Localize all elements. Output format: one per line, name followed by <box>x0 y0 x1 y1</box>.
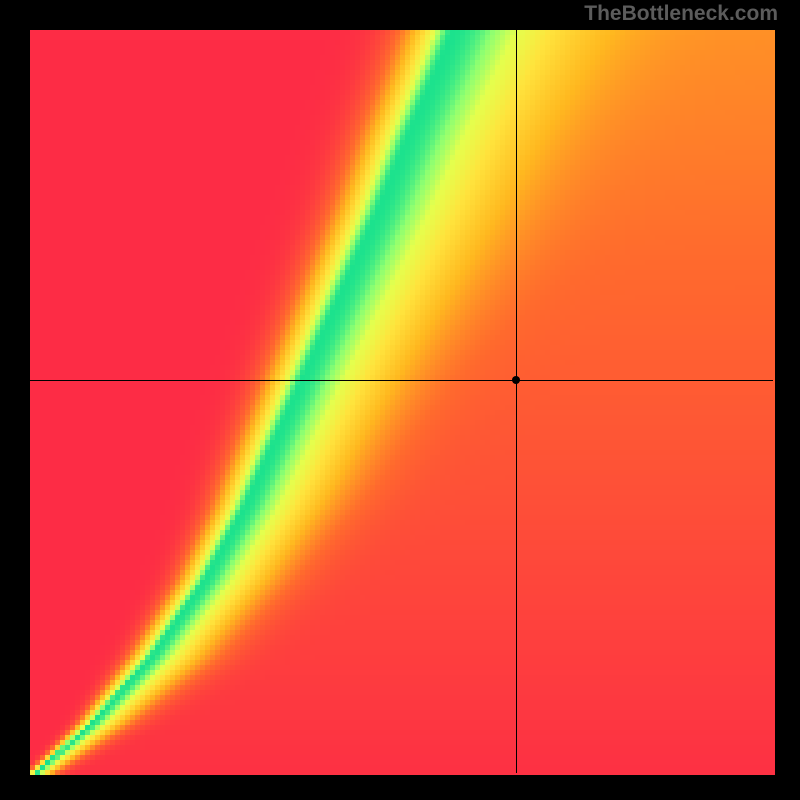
crosshair-vertical <box>516 30 517 773</box>
crosshair-horizontal <box>30 380 773 381</box>
chart-container: { "watermark": "TheBottleneck.com", "can… <box>0 0 800 800</box>
watermark-text: TheBottleneck.com <box>584 2 778 26</box>
heatmap-canvas <box>0 0 800 800</box>
crosshair-dot <box>512 376 520 384</box>
